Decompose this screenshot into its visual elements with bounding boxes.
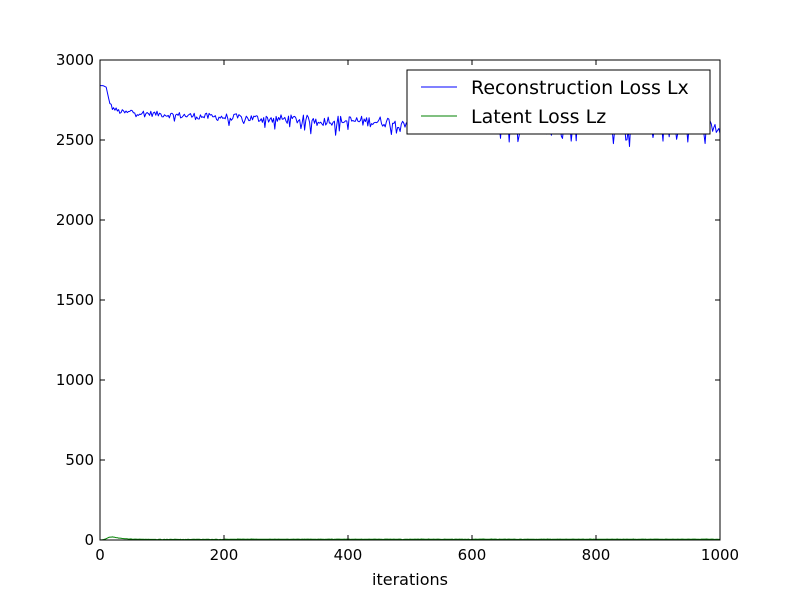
legend: Reconstruction Loss Lx Latent Loss Lz bbox=[406, 69, 711, 135]
x-tick-label: 200 bbox=[210, 546, 239, 564]
x-tick-label: 600 bbox=[458, 546, 487, 564]
y-tick-label: 500 bbox=[65, 451, 94, 469]
x-tick-label: 0 bbox=[95, 546, 105, 564]
plot-frame bbox=[99, 59, 721, 541]
x-tick-label: 800 bbox=[582, 546, 611, 564]
y-tick-label: 1000 bbox=[56, 371, 94, 389]
y-tick-label: 3000 bbox=[56, 51, 94, 69]
y-tick-label: 1500 bbox=[56, 291, 94, 309]
legend-entry: Latent Loss Lz bbox=[471, 106, 606, 128]
x-tick-label: 400 bbox=[334, 546, 363, 564]
x-axis-label: iterations bbox=[372, 570, 448, 589]
x-tick-label: 1000 bbox=[701, 546, 739, 564]
y-tick-label: 2500 bbox=[56, 131, 94, 149]
plot-lines bbox=[99, 85, 721, 541]
series-line-latent-loss bbox=[99, 536, 721, 541]
legend-box bbox=[406, 69, 711, 135]
y-tick-label: 2000 bbox=[56, 211, 94, 229]
legend-entry: Reconstruction Loss Lx bbox=[471, 77, 689, 99]
y-tick-label: 0 bbox=[84, 531, 94, 549]
